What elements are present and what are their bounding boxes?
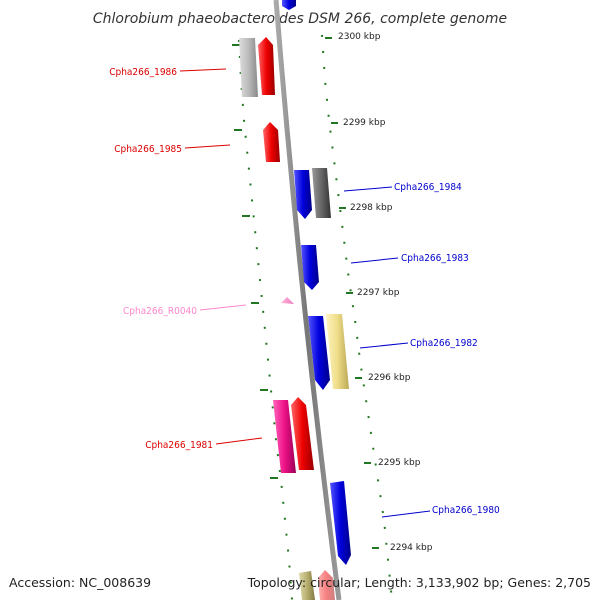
gene-label-1982[interactable]: Cpha266_1982 (410, 338, 478, 349)
gene-label-1984[interactable]: Cpha266_1984 (394, 182, 462, 193)
gene-arrow-1984[interactable] (294, 170, 312, 219)
connector-1982 (359, 342, 409, 349)
topology-text: Topology: circular; Length: 3,133,902 bp… (247, 575, 591, 590)
gene-arrow-R0040[interactable] (281, 297, 294, 304)
kbp-label: 2298 kbp (350, 203, 393, 213)
gene-label-1981[interactable]: Cpha266_1981 (145, 440, 213, 451)
kbp-label: 2300 kbp (338, 32, 381, 42)
connector-1980 (381, 510, 431, 518)
gene-label-R0040[interactable]: Cpha266_R0040 (123, 306, 197, 317)
kbp-label: 2297 kbp (357, 288, 400, 298)
inner-tick-track (238, 39, 293, 600)
gene-arrows (239, 37, 351, 600)
kbp-labels: 2300 kbp 2299 kbp 2298 kbp 2297 kbp 2296… (338, 32, 433, 553)
gene-arrow-partial (318, 570, 335, 600)
gene-arrow-magenta (273, 400, 296, 473)
map-title: Chlorobium phaeobacteroides DSM 266, com… (93, 11, 507, 27)
gene-label-1980[interactable]: Cpha266_1980 (432, 505, 500, 516)
connector-1981 (215, 437, 263, 445)
gene-label-1983[interactable]: Cpha266_1983 (401, 253, 469, 264)
gene-arrow-1981[interactable] (291, 397, 314, 470)
accession-text: Accession: NC_008639 (9, 575, 151, 590)
gene-arrow-yellow (326, 314, 349, 389)
connector-R0040 (199, 304, 247, 311)
kbp-label: 2296 kbp (368, 373, 411, 383)
connector-1985 (184, 144, 231, 149)
gene-arrow-1985[interactable] (263, 122, 280, 162)
gene-arrow-1980[interactable] (330, 481, 351, 565)
connector-1986 (179, 68, 227, 72)
gene-arrow-partial (282, 0, 296, 10)
connector-1983 (350, 257, 399, 264)
gene-label-1986[interactable]: Cpha266_1986 (109, 67, 177, 78)
connector-1984 (343, 186, 393, 192)
gene-arrow-1983[interactable] (301, 245, 319, 290)
gene-arrow-partial (299, 571, 315, 600)
tick-marks (232, 34, 393, 600)
label-connectors (179, 68, 431, 518)
kbp-label: 2295 kbp (378, 458, 421, 468)
gene-arrow-1986[interactable] (258, 37, 275, 95)
gene-label-1985[interactable]: Cpha266_1985 (114, 144, 182, 155)
kbp-label: 2294 kbp (390, 543, 433, 553)
gene-arrow-1982[interactable] (308, 316, 330, 390)
kbp-label: 2299 kbp (343, 118, 386, 128)
gene-arrow-gray (239, 38, 258, 97)
genome-backbone (273, 0, 342, 600)
gene-labels: Cpha266_1986 Cpha266_1985 Cpha266_1984 C… (109, 67, 500, 516)
gene-arrow-darkgray (312, 168, 331, 218)
